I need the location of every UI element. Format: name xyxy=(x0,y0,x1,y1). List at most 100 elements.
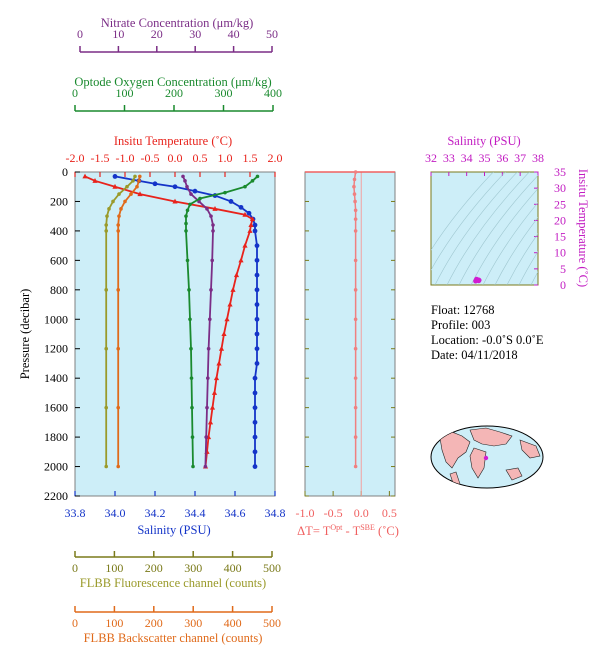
series-point-4 xyxy=(104,223,108,227)
temperature-tick-label: 1.5 xyxy=(243,151,258,165)
series-point-5 xyxy=(116,405,120,410)
salinity-tick-label: 34.2 xyxy=(145,506,166,520)
series-point-0 xyxy=(252,464,258,469)
backscatter-axis-title: FLBB Backscatter channel (counts) xyxy=(84,631,263,645)
series-point-0 xyxy=(172,184,178,190)
temperature-point xyxy=(209,404,216,410)
ts-density-contour xyxy=(482,202,538,285)
delta-t-point xyxy=(352,192,357,196)
ts-temperature-tick-label: 0 xyxy=(560,278,566,292)
series-point-4 xyxy=(117,192,121,196)
delta-t-title-sup-sbe: SBE xyxy=(360,523,375,532)
temperature-point xyxy=(238,257,244,263)
delta-t-point xyxy=(353,435,358,439)
delta-t-title-mid: - T xyxy=(342,524,360,538)
ts-temperature-axis-title: Insitu Temperature (˚C) xyxy=(576,169,590,287)
series-point-2 xyxy=(185,184,189,189)
series-point-0 xyxy=(152,181,158,187)
ts-density-contour xyxy=(434,172,518,285)
temperature-point xyxy=(242,242,248,248)
oxygen-tick-label: 200 xyxy=(165,86,183,100)
fluorescence-axis-title: FLBB Fluorescence channel (counts) xyxy=(80,576,266,590)
delta-t-point xyxy=(353,208,358,213)
temperature-tick-label: 1.0 xyxy=(218,151,233,165)
series-point-0 xyxy=(254,331,260,337)
series-point-0 xyxy=(238,204,244,210)
series-point-0 xyxy=(228,199,234,204)
temperature-point xyxy=(172,198,178,204)
fluorescence-tick-label: 100 xyxy=(105,561,123,575)
temperature-point xyxy=(249,216,256,222)
series-point-2 xyxy=(210,258,214,263)
temperature-tick-label: 2.0 xyxy=(268,151,283,165)
series-point-4 xyxy=(107,207,111,211)
nitrate-tick-label: 30 xyxy=(189,27,201,41)
series-point-2 xyxy=(209,214,213,218)
series-point-2 xyxy=(181,174,185,179)
fluorescence-tick-label: 400 xyxy=(224,561,242,575)
delta-t-point xyxy=(353,405,358,410)
continent-shape-4 xyxy=(519,439,541,459)
series-point-0 xyxy=(252,405,258,411)
temperature-point xyxy=(230,287,236,292)
delta-t-tick-label: -1.0 xyxy=(296,506,315,520)
salinity-tick-label: 34.8 xyxy=(265,506,286,520)
series-point-3 xyxy=(255,174,260,179)
continent-shape-3 xyxy=(505,467,523,481)
fluorescence-tick-label: 200 xyxy=(145,561,163,575)
delta-t-point xyxy=(353,288,358,292)
series-point-0 xyxy=(254,346,260,352)
series-point-0 xyxy=(254,272,260,278)
backscatter-tick-label: 400 xyxy=(224,616,242,630)
ts-salinity-tick-label: 36 xyxy=(496,151,508,165)
ts-point xyxy=(476,278,482,284)
ts-plot-area xyxy=(430,171,539,286)
series-point-3 xyxy=(250,179,255,183)
nitrate-tick-label: 40 xyxy=(228,27,240,41)
temperature-point xyxy=(233,272,240,278)
series-point-0 xyxy=(252,375,258,381)
ts-temperature-tick-label: 25 xyxy=(554,197,566,211)
backscatter-tick-label: 300 xyxy=(184,616,202,630)
series-point-3 xyxy=(191,464,195,469)
ts-salinity-axis-title: Salinity (PSU) xyxy=(447,134,520,148)
float-id-text: Float: 12768 xyxy=(431,303,495,317)
ts-density-contour xyxy=(431,172,494,251)
nitrate-axis-title: Nitrate Concentration (μm/kg) xyxy=(101,16,254,30)
ts-salinity-tick-label: 35 xyxy=(479,151,491,165)
temperature-point xyxy=(247,228,253,233)
pressure-tick-label: 1000 xyxy=(44,312,68,326)
pressure-tick-label: 0 xyxy=(62,165,68,179)
series-point-2 xyxy=(211,229,215,233)
delta-t-point xyxy=(353,346,358,351)
series-line-3 xyxy=(185,175,259,467)
delta-t-title-prefix: ΔT= T xyxy=(297,524,331,538)
series-point-2 xyxy=(204,435,208,439)
nitrate-tick-label: 50 xyxy=(266,27,278,41)
series-point-4 xyxy=(104,346,108,351)
delta-t-line xyxy=(353,171,357,467)
ts-density-contour xyxy=(470,188,538,285)
date-text: Date: 04/11/2018 xyxy=(431,348,518,362)
delta-t-point xyxy=(353,376,358,380)
series-point-3 xyxy=(223,190,227,195)
ts-density-contour xyxy=(518,251,538,285)
nitrate-tick-label: 20 xyxy=(151,27,163,41)
temperature-point xyxy=(211,390,218,395)
series-point-4 xyxy=(104,464,108,469)
temperature-tick-label: 0.0 xyxy=(168,151,183,165)
profile-number-text: Profile: 003 xyxy=(431,318,491,332)
series-point-2 xyxy=(206,376,210,380)
backscatter-tick-label: 500 xyxy=(263,616,281,630)
delta-t-axis-title: ΔT= TOpt - TSBE (˚C) xyxy=(297,523,399,538)
temperature-point xyxy=(82,173,88,179)
backscatter-tick-label: 100 xyxy=(105,616,123,630)
series-point-5 xyxy=(116,223,120,227)
series-point-3 xyxy=(190,405,194,410)
ts-density-contour xyxy=(431,172,506,271)
series-point-3 xyxy=(185,258,190,263)
series-point-5 xyxy=(117,214,121,218)
pressure-tick-label: 400 xyxy=(50,224,68,238)
series-point-0 xyxy=(252,390,258,396)
delta-t-point xyxy=(353,258,358,263)
